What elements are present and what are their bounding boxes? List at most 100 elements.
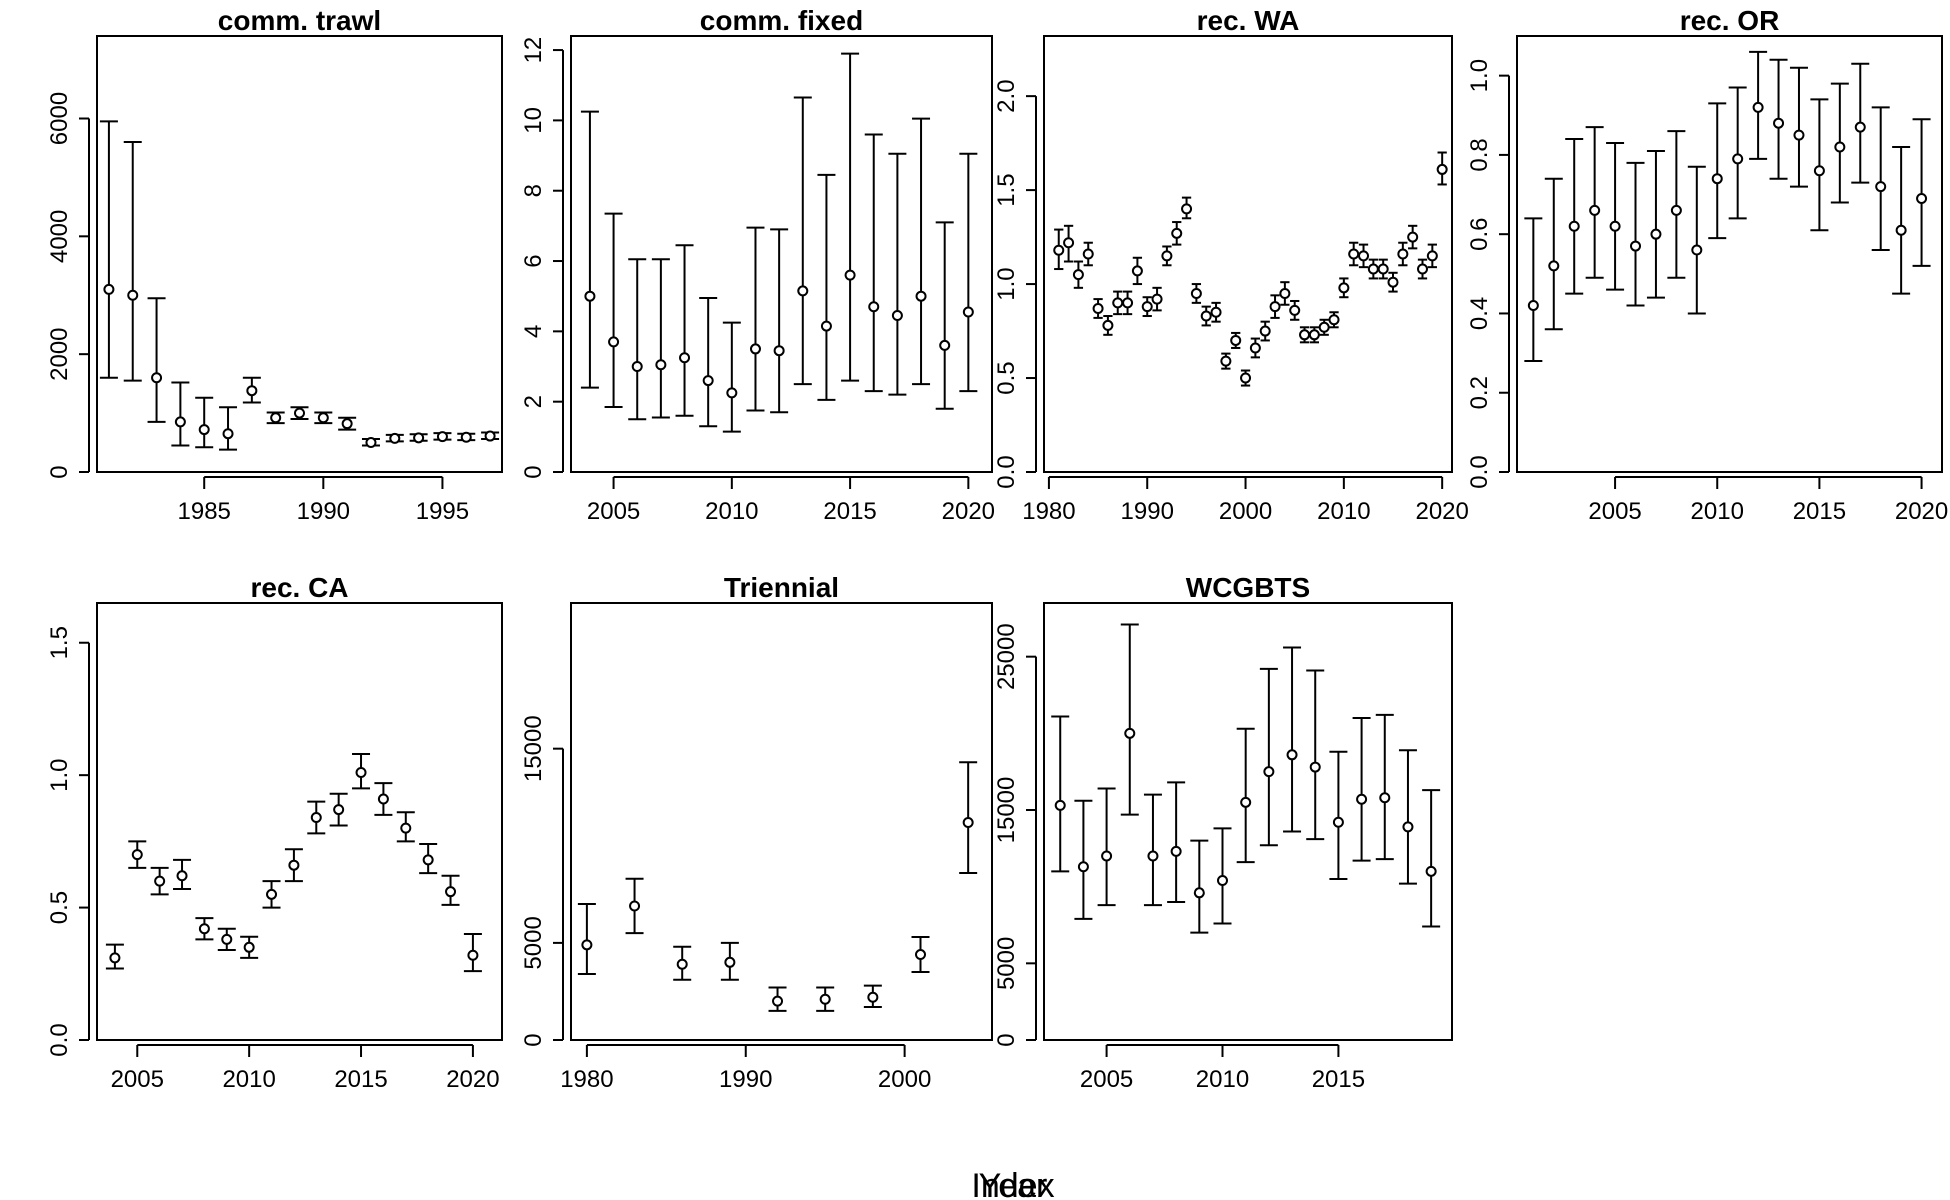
outer-overlay-label: Index xyxy=(971,1167,1054,1200)
data-point xyxy=(154,875,166,887)
data-point xyxy=(436,431,448,443)
data-point xyxy=(1426,250,1438,262)
data-point xyxy=(939,339,951,351)
data-point xyxy=(1259,325,1271,337)
data-point xyxy=(1240,796,1252,808)
data-point xyxy=(266,888,278,900)
y-tick-label: 0 xyxy=(520,465,547,478)
y-tick-label: 4000 xyxy=(46,210,73,263)
y-tick-label: 2.0 xyxy=(993,79,1020,112)
data-point xyxy=(355,767,367,779)
panel-4: rec. OR 2005 2010 2015 2020 0.0 0.2 0.4 0.6 0.8 1.… xyxy=(1466,5,1948,525)
data-point xyxy=(294,407,305,419)
x-tick-label: 2000 xyxy=(1219,498,1272,525)
data-point xyxy=(270,412,282,424)
data-point xyxy=(1367,263,1379,275)
data-point xyxy=(109,952,121,964)
data-point xyxy=(702,375,714,387)
data-point xyxy=(915,949,927,961)
data-point xyxy=(1190,287,1202,299)
data-point xyxy=(288,859,300,871)
data-point xyxy=(749,343,761,355)
data-point xyxy=(460,431,472,443)
data-point xyxy=(1122,297,1134,309)
y-tick-label: 0.5 xyxy=(46,891,73,924)
data-point xyxy=(1102,319,1114,331)
panel-title: WCGBTS xyxy=(1186,572,1310,603)
data-point xyxy=(1240,372,1252,384)
data-point xyxy=(103,283,115,295)
data-point xyxy=(1356,793,1368,805)
x-tick-label: 2005 xyxy=(111,1066,164,1093)
y-tick-label: 25000 xyxy=(993,623,1020,690)
data-point xyxy=(1263,766,1275,778)
data-point xyxy=(1711,173,1723,185)
data-point xyxy=(445,886,457,898)
data-point xyxy=(1054,799,1066,811)
plot-frame xyxy=(1043,35,1453,473)
data-point xyxy=(631,361,643,373)
data-point xyxy=(1092,303,1104,314)
data-point xyxy=(891,310,903,322)
y-tick-label: 5000 xyxy=(993,937,1020,990)
data-point xyxy=(1568,220,1580,232)
y-tick-label: 4 xyxy=(520,325,547,338)
outer-xlabel: Year xyxy=(979,1167,1048,1200)
data-point xyxy=(131,849,143,861)
plot-frame xyxy=(96,35,503,473)
data-point xyxy=(1181,203,1193,215)
data-point xyxy=(127,289,139,301)
data-point xyxy=(333,804,345,816)
data-point xyxy=(1124,727,1136,739)
y-tick-label: 15000 xyxy=(993,777,1020,844)
y-tick-label: 0.4 xyxy=(1466,297,1493,330)
data-point xyxy=(1417,263,1429,275)
data-point xyxy=(1171,227,1183,239)
data-point xyxy=(1358,250,1370,262)
data-point xyxy=(1650,228,1662,240)
data-point xyxy=(1813,165,1825,177)
data-point xyxy=(174,416,186,428)
data-point xyxy=(655,359,667,371)
data-point xyxy=(1379,792,1391,804)
panel-title: rec. CA xyxy=(250,572,348,603)
data-point xyxy=(797,285,809,297)
x-tick-label: 2010 xyxy=(1691,498,1744,525)
y-tick-label: 1.0 xyxy=(46,758,73,791)
plot-frame xyxy=(570,602,993,1041)
data-point xyxy=(1875,181,1887,193)
data-point xyxy=(377,793,389,805)
data-point xyxy=(1217,875,1228,887)
data-point xyxy=(1220,355,1232,367)
panel-title: comm. trawl xyxy=(218,5,381,36)
data-point xyxy=(629,900,641,912)
y-tick-label: 1.0 xyxy=(993,267,1020,300)
data-point xyxy=(1436,163,1448,175)
data-point xyxy=(1230,334,1242,346)
data-point xyxy=(1527,300,1539,312)
y-tick-label: 0.2 xyxy=(1466,376,1493,409)
x-tick-label: 2005 xyxy=(1080,1066,1133,1093)
y-tick-label: 0.0 xyxy=(993,455,1020,488)
data-point xyxy=(915,290,927,302)
data-point xyxy=(1397,248,1409,260)
data-point xyxy=(243,941,255,953)
data-point xyxy=(676,958,688,970)
x-tick-label: 1980 xyxy=(1022,498,1075,525)
y-tick-label: 15000 xyxy=(520,715,547,782)
data-point xyxy=(773,345,785,357)
y-tick-label: 0 xyxy=(46,465,73,478)
y-tick-label: 0.6 xyxy=(1466,217,1493,250)
x-tick-label: 2010 xyxy=(1196,1066,1249,1093)
y-tick-label: 6 xyxy=(520,254,547,267)
data-point xyxy=(151,372,163,384)
data-point xyxy=(198,923,210,935)
y-tick-label: 0.5 xyxy=(993,361,1020,394)
x-tick-label: 2020 xyxy=(942,498,995,525)
x-tick-label: 2005 xyxy=(1588,498,1641,525)
data-point xyxy=(1895,224,1907,236)
data-point xyxy=(1338,282,1350,294)
data-point xyxy=(1609,220,1621,232)
data-point xyxy=(1402,821,1414,833)
